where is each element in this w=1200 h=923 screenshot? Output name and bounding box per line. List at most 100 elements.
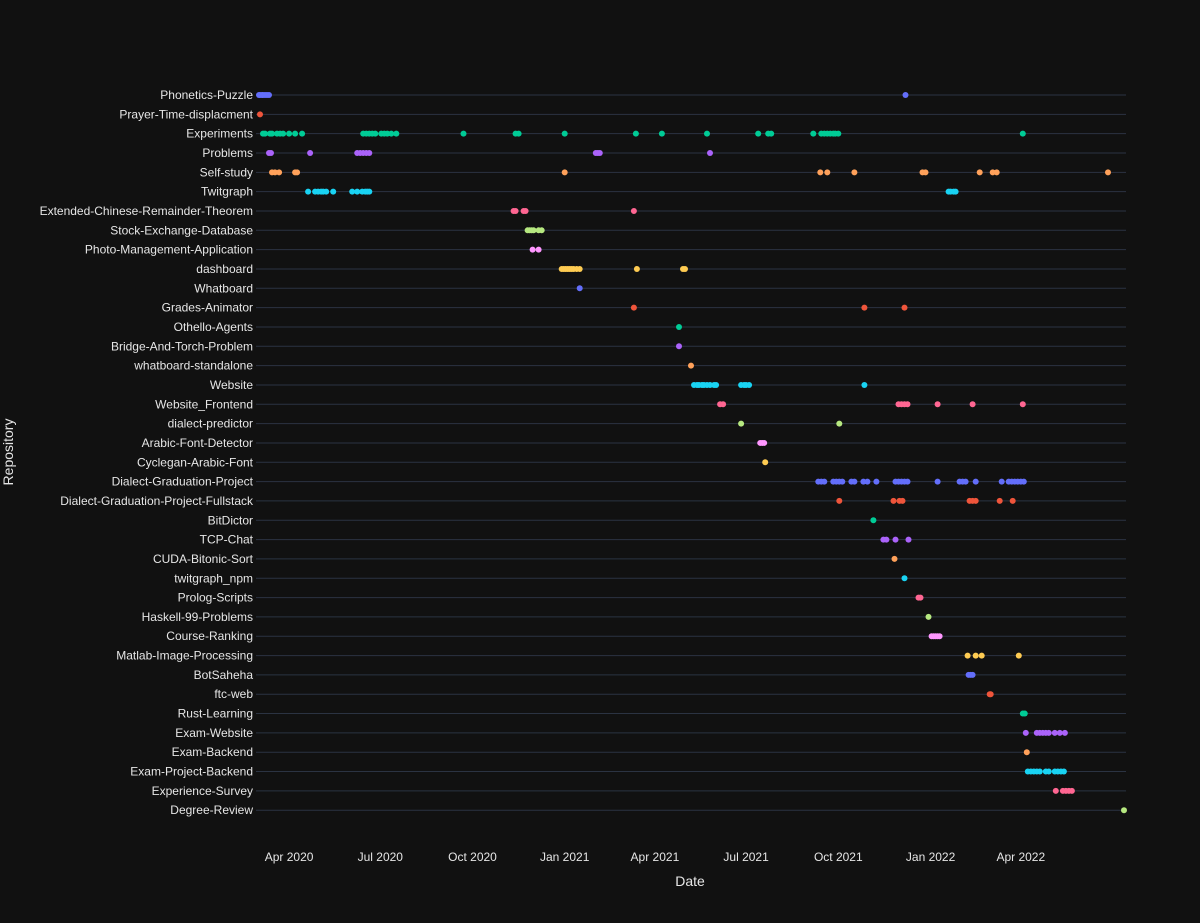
point-dialect-graduation-project [851, 478, 858, 485]
point-dialect-graduation-project [821, 478, 828, 485]
point-twitgraph [349, 188, 356, 195]
y-label-cuda-bitonic-sort: CUDA-Bitonic-Sort [153, 552, 254, 566]
point-exam-website [1045, 729, 1052, 736]
point-problems [596, 149, 603, 156]
point-experiments [768, 130, 775, 137]
point-website-frontend [969, 401, 976, 408]
y-label-whatboard-standalone: whatboard-standalone [133, 359, 253, 373]
point-grades-animator [861, 304, 868, 311]
point-dialect-predictor [836, 420, 843, 427]
x-tick-label: Apr 2022 [996, 850, 1045, 864]
point-self-study [976, 169, 983, 176]
point-dialect-graduation-project [839, 478, 846, 485]
y-label-dialect-predictor: dialect-predictor [168, 417, 253, 431]
point-twitgraph [366, 188, 373, 195]
y-label-whatboard: Whatboard [194, 281, 253, 295]
point-dialect-graduation-project [998, 478, 1005, 485]
y-label-course-ranking: Course-Ranking [166, 629, 253, 643]
point-course-ranking [936, 633, 943, 640]
point-tcp-chat [883, 536, 890, 543]
y-label-twitgraph-npm: twitgraph_npm [174, 571, 253, 585]
point-problems [366, 149, 373, 156]
point-exam-backend [1023, 749, 1030, 756]
point-rust-learning [1021, 710, 1028, 717]
x-tick-label: Apr 2020 [265, 850, 314, 864]
y-label-experience-survey: Experience-Survey [152, 784, 253, 798]
y-label-arabic-font-detector: Arabic-Font-Detector [142, 436, 253, 450]
point-othello-agents [676, 323, 682, 330]
point-experiments [269, 130, 275, 137]
point-photo-management-application [535, 246, 542, 253]
point-experiments [810, 130, 817, 137]
x-tick-label: Jul 2020 [358, 850, 404, 864]
y-label-experiments: Experiments [186, 127, 253, 141]
y-label-ftc-web: ftc-web [214, 687, 253, 701]
y-label-grades-animator: Grades-Animator [162, 301, 253, 315]
point-dialect-graduation-project-fullstack [890, 497, 897, 504]
point-experiments [460, 130, 467, 137]
point-self-study [561, 169, 568, 176]
y-label-botsaheha: BotSaheha [194, 668, 254, 682]
y-label-exam-project-backend: Exam-Project-Backend [130, 765, 253, 779]
x-tick-label: Oct 2020 [448, 850, 497, 864]
point-stock-exchange-database [538, 227, 545, 234]
point-self-study [1105, 169, 1111, 176]
point-exam-website [1051, 729, 1058, 736]
point-dialect-graduation-project [934, 478, 941, 485]
point-twitgraph [354, 188, 361, 195]
point-prayer-time-displacment [257, 111, 263, 118]
point-arabic-font-detector [761, 439, 768, 446]
y-label-exam-backend: Exam-Backend [172, 745, 253, 759]
y-label-twitgraph: Twitgraph [201, 185, 253, 199]
point-self-study [993, 169, 1000, 176]
point-website [707, 381, 713, 388]
point-dashboard [576, 265, 583, 272]
point-experiments [393, 130, 400, 137]
point-exam-website [1056, 729, 1063, 736]
point-twitgraph [330, 188, 337, 195]
point-matlab-image-processing [1015, 652, 1022, 659]
point-experiments [561, 130, 568, 137]
point-problems [707, 149, 713, 156]
point-whatboard-standalone [688, 362, 694, 369]
point-matlab-image-processing [964, 652, 971, 659]
point-ftc-web [987, 691, 994, 698]
point-dialect-graduation-project [962, 478, 969, 485]
y-label-stock-exchange-database: Stock-Exchange-Database [110, 223, 253, 237]
x-axis-title: Date [675, 873, 705, 889]
point-problems [268, 149, 274, 156]
point-experiments [286, 130, 293, 137]
point-website-frontend [934, 401, 941, 408]
point-dashboard [682, 265, 688, 272]
point-experiments [292, 130, 299, 137]
point-experiments [755, 130, 762, 137]
point-whatboard [576, 285, 583, 292]
point-exam-website [1022, 729, 1029, 736]
point-experiments [372, 130, 379, 137]
point-experiments [658, 130, 665, 137]
point-self-study [824, 169, 831, 176]
point-twitgraph [952, 188, 959, 195]
x-tick-label: Apr 2021 [631, 850, 680, 864]
point-self-study [851, 169, 858, 176]
x-tick-label: Jan 2021 [540, 850, 590, 864]
x-tick-label: Jul 2021 [723, 850, 769, 864]
point-dialect-graduation-project-fullstack [836, 497, 843, 504]
y-label-tcp-chat: TCP-Chat [200, 533, 254, 547]
point-grades-animator [630, 304, 637, 311]
point-phonetics-puzzle [266, 92, 272, 98]
point-tcp-chat [892, 536, 899, 543]
point-website-frontend [720, 401, 727, 408]
point-dialect-graduation-project-fullstack [1009, 497, 1016, 504]
point-self-study [272, 169, 278, 176]
point-experiments [388, 130, 395, 137]
point-website [713, 381, 720, 388]
point-stock-exchange-database [530, 227, 537, 234]
point-exam-website [1061, 729, 1068, 736]
point-self-study [922, 169, 929, 176]
point-twitgraph [305, 188, 312, 195]
point-dashboard [633, 265, 640, 272]
y-label-prayer-time-displacment: Prayer-Time-displacment [119, 107, 253, 121]
y-label-phonetics-puzzle: Phonetics-Puzzle [160, 88, 253, 102]
point-matlab-image-processing [972, 652, 979, 659]
